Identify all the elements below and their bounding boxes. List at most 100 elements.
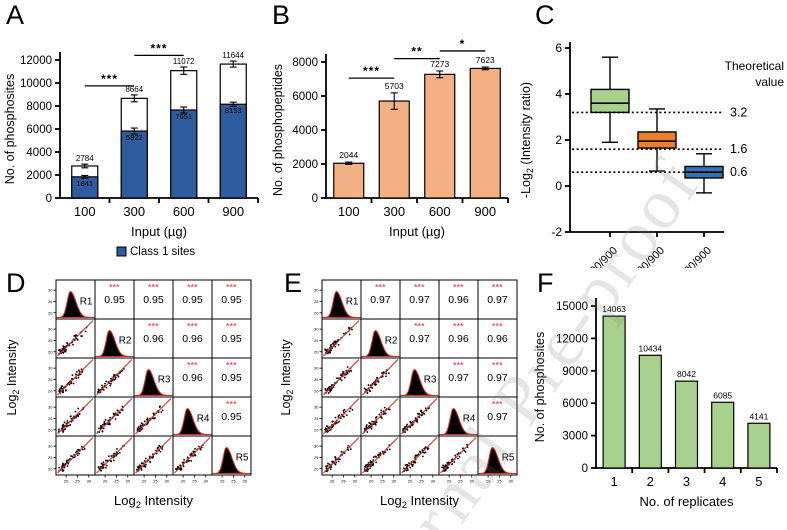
svg-text:Theoretical: Theoretical [725, 59, 784, 73]
svg-text:***: *** [187, 322, 198, 331]
svg-text:***: *** [414, 283, 425, 292]
svg-text:***: *** [148, 283, 159, 292]
panel-e: E R1 *** 0.97 *** 0.97 *** 0.96 *** 0.97 R2 *** 0.9… [278, 268, 530, 530]
svg-text:5822: 5822 [126, 133, 143, 142]
svg-text:11072: 11072 [173, 57, 195, 66]
svg-text:0.95: 0.95 [221, 411, 242, 423]
svg-text:***: *** [101, 72, 118, 86]
svg-text:Class 1 sites: Class 1 sites [130, 246, 195, 258]
svg-text:***: *** [414, 322, 425, 331]
svg-text:25: 25 [48, 377, 53, 382]
svg-text:30: 30 [392, 479, 397, 484]
svg-text:600/900: 600/900 [678, 245, 715, 268]
svg-text:2: 2 [647, 474, 654, 489]
matrix-cell [211, 357, 252, 398]
svg-text:Log2 Intensity: Log2 Intensity [114, 493, 193, 510]
svg-text:0.96: 0.96 [143, 333, 164, 345]
matrix-cell [438, 318, 479, 359]
bar [378, 100, 410, 199]
panel-a-label: A [6, 0, 25, 30]
panel-d: D R1 *** 0.95 *** 0.95 *** 0.95 *** 0.95 R2 *** 0.9… [0, 268, 278, 530]
svg-text:4: 4 [719, 474, 726, 489]
scatter-cell [362, 398, 399, 435]
svg-text:*: * [460, 37, 466, 51]
svg-text:1.6: 1.6 [730, 142, 747, 156]
svg-text:8000: 8000 [292, 57, 318, 69]
svg-text:10434: 10434 [638, 343, 662, 353]
scatter-cell [96, 398, 133, 435]
svg-text:25: 25 [380, 479, 385, 484]
svg-text:20: 20 [48, 349, 53, 354]
panel-d-chart: R1 *** 0.95 *** 0.95 *** 0.95 *** 0.95 R2 *** 0.96 *… [5, 279, 252, 510]
svg-text:30: 30 [126, 479, 131, 484]
density-curve [322, 290, 361, 319]
svg-text:30: 30 [314, 366, 319, 371]
svg-text:6000: 6000 [26, 124, 52, 136]
svg-text:2044: 2044 [339, 150, 358, 160]
svg-text:25: 25 [314, 299, 319, 304]
svg-text:5703: 5703 [385, 81, 404, 91]
svg-text:0.95: 0.95 [221, 333, 242, 345]
svg-text:20: 20 [447, 479, 452, 484]
svg-text:R5: R5 [502, 453, 515, 464]
bar [711, 401, 735, 469]
svg-text:***: *** [148, 322, 159, 331]
svg-text:No. of phosphopeptides: No. of phosphopeptides [271, 64, 285, 196]
density-curve [478, 446, 517, 475]
svg-text:100: 100 [338, 204, 360, 219]
bar [674, 380, 699, 469]
svg-text:-Log2 (Intensity ratio): -Log2 (Intensity ratio) [519, 82, 535, 198]
svg-text:0.97: 0.97 [487, 372, 508, 384]
scatter-cell [323, 437, 360, 474]
svg-text:20: 20 [220, 479, 225, 484]
svg-text:2: 2 [555, 133, 562, 147]
svg-text:0.6: 0.6 [730, 165, 747, 179]
bar-class1 [120, 130, 148, 199]
svg-text:Log2 Intensity: Log2 Intensity [5, 339, 21, 416]
svg-text:20: 20 [314, 427, 319, 432]
svg-text:30: 30 [314, 444, 319, 449]
svg-text:30: 30 [48, 288, 53, 293]
svg-text:9000: 9000 [562, 366, 588, 378]
svg-text:25: 25 [48, 299, 53, 304]
svg-text:30: 30 [48, 366, 53, 371]
svg-text:11644: 11644 [222, 51, 244, 60]
svg-text:0.95: 0.95 [143, 294, 164, 306]
box [637, 131, 677, 149]
scatter-cell [57, 359, 94, 396]
svg-text:0.96: 0.96 [487, 333, 508, 345]
svg-text:R5: R5 [236, 453, 249, 464]
svg-text:20: 20 [48, 388, 53, 393]
matrix-cell [438, 357, 479, 398]
svg-text:No. of phosphosites: No. of phosphosites [3, 74, 17, 185]
svg-text:30: 30 [204, 479, 209, 484]
svg-text:12000: 12000 [556, 333, 588, 345]
density-curve [212, 446, 251, 475]
svg-text:4000: 4000 [26, 147, 52, 159]
bar [602, 315, 626, 469]
svg-text:20: 20 [314, 466, 319, 471]
svg-text:7273: 7273 [430, 59, 449, 69]
bar [424, 73, 456, 199]
svg-text:8664: 8664 [125, 85, 143, 94]
matrix-cell [438, 279, 479, 320]
svg-text:***: *** [363, 64, 380, 78]
panel-f-label: F [537, 268, 554, 298]
svg-text:14063: 14063 [602, 304, 626, 314]
svg-text:1841: 1841 [76, 179, 93, 188]
svg-text:***: *** [492, 322, 503, 331]
svg-text:30: 30 [509, 479, 514, 484]
svg-text:25: 25 [114, 479, 119, 484]
svg-text:3: 3 [683, 474, 690, 489]
bar [747, 422, 771, 469]
svg-text:20: 20 [408, 479, 413, 484]
bar-class1 [170, 109, 198, 199]
svg-text:0.96: 0.96 [448, 294, 469, 306]
svg-text:900: 900 [474, 204, 496, 219]
svg-text:2784: 2784 [76, 154, 94, 163]
scatter-cell [135, 437, 172, 474]
svg-text:***: *** [492, 283, 503, 292]
svg-text:7651: 7651 [175, 112, 192, 121]
svg-text:0.95: 0.95 [221, 372, 242, 384]
svg-text:20: 20 [64, 479, 69, 484]
